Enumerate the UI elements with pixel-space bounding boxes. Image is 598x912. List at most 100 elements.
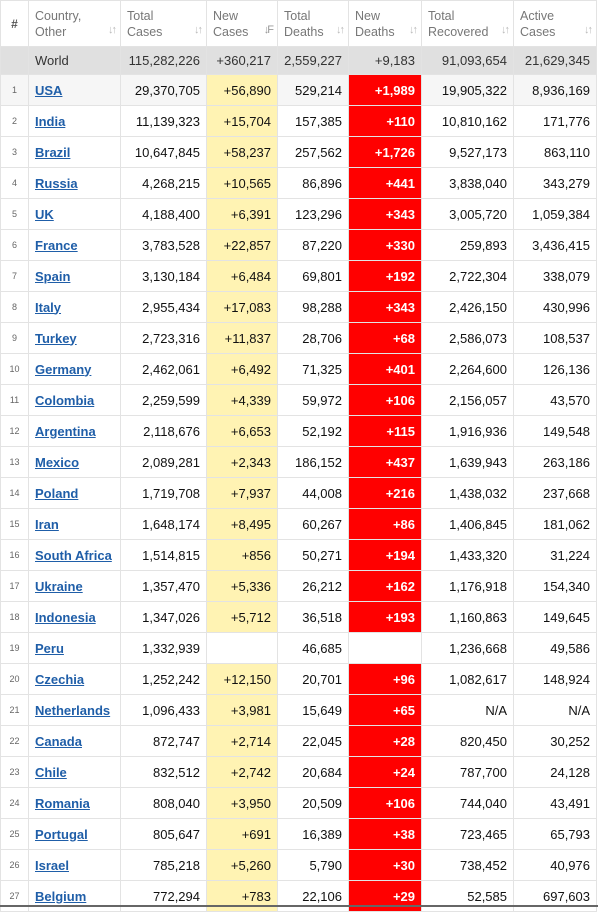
- sort-icon: ↓↑: [336, 24, 345, 36]
- active-cases-cell: 338,079: [513, 260, 597, 292]
- rank-cell: 20: [0, 663, 29, 695]
- total-cases-cell: 1,514,815: [120, 539, 207, 571]
- country-link[interactable]: Iran: [35, 516, 59, 532]
- country-cell: Portugal: [28, 818, 121, 850]
- country-link[interactable]: Romania: [35, 795, 90, 811]
- new-cases-cell: +6,391: [206, 198, 278, 230]
- total-recovered-cell: 723,465: [421, 818, 514, 850]
- col-header-total-deaths[interactable]: Total Deaths ↓↑: [277, 0, 349, 47]
- active-cases-cell: 8,936,169: [513, 74, 597, 106]
- total-recovered-cell: 744,040: [421, 787, 514, 819]
- country-cell: Turkey: [28, 322, 121, 354]
- table-row: 7 Spain 3,130,184 +6,484 69,801 +192 2,722,304…: [0, 260, 597, 292]
- country-link[interactable]: USA: [35, 82, 63, 98]
- country-link[interactable]: Spain: [35, 268, 71, 284]
- table-row: 9 Turkey 2,723,316 +11,837 28,706 +68 2,586,07…: [0, 322, 597, 354]
- new-deaths-header-line1: New: [355, 8, 381, 23]
- country-cell: Italy: [28, 291, 121, 323]
- total-recovered-cell: 1,639,943: [421, 446, 514, 478]
- country-link[interactable]: Chile: [35, 764, 67, 780]
- country-link[interactable]: Italy: [35, 299, 62, 315]
- country-link[interactable]: South Africa: [35, 547, 112, 563]
- new-deaths-cell: +106: [348, 384, 422, 416]
- active-cases-cell: 181,062: [513, 508, 597, 540]
- country-link[interactable]: Belgium: [35, 888, 87, 904]
- rank-cell: 21: [0, 694, 29, 726]
- total-deaths-cell: 20,701: [277, 663, 349, 695]
- total-deaths-cell: 98,288: [277, 291, 349, 323]
- sort-icon: ↓↑: [501, 24, 510, 36]
- total-deaths-cell: 26,212: [277, 570, 349, 602]
- country-link[interactable]: France: [35, 237, 78, 253]
- country-link[interactable]: Brazil: [35, 144, 71, 160]
- country-link[interactable]: Turkey: [35, 330, 77, 346]
- total-cases-cell: 1,096,433: [120, 694, 207, 726]
- country-cell: Germany: [28, 353, 121, 385]
- country-link[interactable]: Netherlands: [35, 702, 111, 718]
- country-link[interactable]: Russia: [35, 175, 78, 191]
- total-cases-cell: 2,259,599: [120, 384, 207, 416]
- table-row: 23 Chile 832,512 +2,742 20,684 +24 787,700 24,1…: [0, 756, 597, 788]
- new-deaths-cell: +162: [348, 570, 422, 602]
- active-cases-cell: 171,776: [513, 105, 597, 137]
- country-link[interactable]: India: [35, 113, 66, 129]
- rank-cell: 7: [0, 260, 29, 292]
- active-cases-cell: 49,586: [513, 632, 597, 664]
- new-deaths-cell: +441: [348, 167, 422, 199]
- total-recovered-cell: 19,905,322: [421, 74, 514, 106]
- country-link[interactable]: Colombia: [35, 392, 95, 408]
- total-deaths-cell: 36,518: [277, 601, 349, 633]
- total-recovered-cell: 1,176,918: [421, 570, 514, 602]
- country-link[interactable]: Mexico: [35, 454, 80, 470]
- total-deaths-header-line2: Deaths: [284, 24, 324, 39]
- new-deaths-cell: +30: [348, 849, 422, 881]
- country-link[interactable]: Israel: [35, 857, 69, 873]
- total-recovered-cell: 2,156,057: [421, 384, 514, 416]
- new-cases-cell: +22,857: [206, 229, 278, 261]
- new-deaths-cell: [348, 632, 422, 664]
- active-cases-cell: 237,668: [513, 477, 597, 509]
- new-cases-cell: +17,083: [206, 291, 278, 323]
- col-header-rank[interactable]: #: [0, 0, 29, 47]
- country-link[interactable]: UK: [35, 206, 54, 222]
- active-cases-cell: N/A: [513, 694, 597, 726]
- country-cell: Spain: [28, 260, 121, 292]
- new-cases-cell: +6,653: [206, 415, 278, 447]
- active-cases-cell: 263,186: [513, 446, 597, 478]
- total-deaths-cell: 15,649: [277, 694, 349, 726]
- rank-cell: 24: [0, 787, 29, 819]
- rank-cell: 16: [0, 539, 29, 571]
- country-link[interactable]: Canada: [35, 733, 82, 749]
- new-cases-cell: +5,336: [206, 570, 278, 602]
- country-link[interactable]: Peru: [35, 640, 64, 656]
- country-link[interactable]: Poland: [35, 485, 79, 501]
- total-deaths-header-line1: Total: [284, 8, 311, 23]
- country-link[interactable]: Portugal: [35, 826, 88, 842]
- country-link[interactable]: Ukraine: [35, 578, 83, 594]
- new-cases-cell: +2,742: [206, 756, 278, 788]
- country-link[interactable]: Germany: [35, 361, 92, 377]
- total-recovered-cell: 3,005,720: [421, 198, 514, 230]
- country-link[interactable]: Indonesia: [35, 609, 96, 625]
- rank-header-label: #: [11, 16, 18, 31]
- world-total-deaths: 2,559,227: [277, 46, 349, 75]
- total-recovered-cell: 1,406,845: [421, 508, 514, 540]
- col-header-country[interactable]: Country, Other ↓↑: [28, 0, 121, 47]
- active-cases-cell: 30,252: [513, 725, 597, 757]
- country-link[interactable]: Argentina: [35, 423, 96, 439]
- total-recovered-cell: 1,082,617: [421, 663, 514, 695]
- col-header-new-deaths[interactable]: New Deaths ↓↑: [348, 0, 422, 47]
- total-cases-cell: 1,357,470: [120, 570, 207, 602]
- col-header-active-cases[interactable]: Active Cases ↓↑: [513, 0, 597, 47]
- col-header-total-cases[interactable]: Total Cases ↓↑: [120, 0, 207, 47]
- country-cell: India: [28, 105, 121, 137]
- country-link[interactable]: Czechia: [35, 671, 85, 687]
- total-deaths-cell: 69,801: [277, 260, 349, 292]
- col-header-new-cases[interactable]: New Cases ↓F: [206, 0, 278, 47]
- total-deaths-cell: 257,562: [277, 136, 349, 168]
- col-header-total-recovered[interactable]: Total Recovered ↓↑: [421, 0, 514, 47]
- new-deaths-cell: +38: [348, 818, 422, 850]
- new-deaths-cell: +1,989: [348, 74, 422, 106]
- total-recovered-cell: 1,916,936: [421, 415, 514, 447]
- country-cell: Romania: [28, 787, 121, 819]
